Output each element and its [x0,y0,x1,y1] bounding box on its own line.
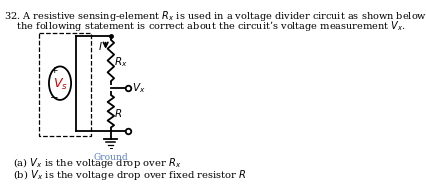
Text: $V_s$: $V_s$ [52,77,67,92]
Text: 32. A resistive sensing-element $R_x$ is used in a voltage divider circuit as sh: 32. A resistive sensing-element $R_x$ is… [4,9,426,23]
Text: +: + [50,66,58,75]
Text: $R_x$: $R_x$ [114,56,127,69]
Text: (b) $V_x$ is the voltage drop over fixed resistor $R$: (b) $V_x$ is the voltage drop over fixed… [13,168,246,182]
Text: $V_x$: $V_x$ [131,81,145,95]
Text: the following statement is correct about the circuit’s voltage measurement $V_x$: the following statement is correct about… [4,19,405,33]
Text: $R$: $R$ [114,107,122,119]
Text: (a) $V_x$ is the voltage drop over $R_x$: (a) $V_x$ is the voltage drop over $R_x$ [13,156,181,170]
Text: −: − [50,93,58,103]
Circle shape [49,66,71,100]
Text: $I$: $I$ [98,40,103,52]
Text: Ground: Ground [93,153,128,162]
Bar [39,33,91,136]
